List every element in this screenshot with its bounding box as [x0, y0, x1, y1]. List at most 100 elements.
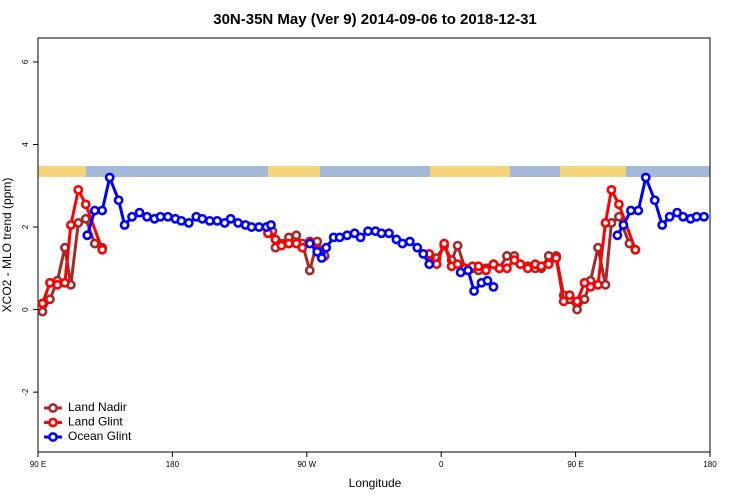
- data-point: [283, 238, 294, 249]
- y-tick-label: 0: [21, 307, 30, 312]
- data-point: [418, 248, 429, 259]
- data-point: [80, 213, 91, 224]
- data-point: [657, 220, 668, 230]
- data-point: [412, 242, 423, 253]
- legend-marker: [48, 403, 58, 413]
- data-point: [334, 232, 345, 243]
- data-point: [452, 240, 463, 251]
- data-point: [225, 213, 236, 224]
- data-point: [469, 286, 479, 296]
- data-point: [600, 218, 611, 228]
- data-point: [52, 279, 63, 290]
- data-point: [431, 259, 442, 270]
- y-tick-label: -2: [21, 388, 30, 396]
- data-point: [699, 211, 709, 222]
- legend-marker: [48, 432, 58, 442]
- legend-label: Ocean Glint: [68, 429, 132, 443]
- data-point: [176, 215, 187, 226]
- data-point: [113, 195, 124, 206]
- data-point: [543, 251, 554, 261]
- data-point: [678, 211, 689, 222]
- y-axis-label: XCO2 - MLO trend (ppm): [0, 178, 14, 313]
- data-point: [89, 205, 100, 216]
- data-point: [97, 244, 108, 255]
- data-point: [355, 232, 366, 243]
- data-point: [664, 211, 675, 222]
- data-point: [473, 261, 484, 272]
- x-tick-label: 90 W: [297, 460, 316, 469]
- x-tick-label: 180: [166, 460, 180, 469]
- ocean-strip: [38, 166, 710, 177]
- data-point: [630, 244, 641, 255]
- data-point: [606, 184, 617, 195]
- data-point: [142, 211, 152, 222]
- x-axis-label: Longitude: [349, 476, 402, 490]
- data-point: [134, 207, 145, 218]
- data-point: [65, 220, 76, 230]
- data-point: [183, 218, 194, 228]
- data-point: [614, 199, 624, 210]
- data-point: [649, 195, 660, 206]
- data-point: [384, 228, 394, 239]
- data-point: [155, 211, 166, 222]
- data-point: [304, 265, 315, 276]
- data-point: [558, 296, 569, 307]
- land-ocean-strip: [38, 166, 710, 177]
- data-point: [363, 226, 373, 237]
- data-point: [204, 215, 215, 226]
- x-tick-label: 90 E: [30, 460, 46, 469]
- data-point: [551, 253, 562, 263]
- data-point: [312, 246, 323, 257]
- data-point: [37, 298, 48, 309]
- legend-label: Land Glint: [68, 415, 123, 429]
- data-point: [97, 205, 108, 216]
- data-point: [482, 275, 493, 286]
- data-point: [127, 211, 137, 222]
- data-point: [439, 238, 450, 249]
- data-point: [612, 230, 623, 241]
- x-tick-label: 90 E: [567, 460, 583, 469]
- data-point: [481, 265, 491, 276]
- data-point: [270, 234, 281, 245]
- data-point: [73, 218, 84, 228]
- data-point: [73, 184, 84, 195]
- data-point: [543, 259, 554, 270]
- data-point: [618, 220, 629, 230]
- data-point: [89, 238, 100, 249]
- data-point: [579, 294, 590, 305]
- data-point: [291, 230, 302, 241]
- chart-title: 30N-35N May (Ver 9) 2014-09-06 to 2018-1…: [213, 11, 537, 28]
- data-point: [593, 279, 603, 290]
- land-strip: [38, 166, 86, 177]
- data-point: [633, 205, 644, 216]
- data-point: [463, 265, 473, 276]
- data-point: [564, 290, 575, 301]
- data-point: [640, 172, 651, 183]
- data-point: [45, 277, 55, 288]
- legend-marker: [48, 417, 58, 428]
- data-point: [691, 211, 702, 222]
- data-point: [321, 242, 332, 253]
- data-point: [45, 294, 55, 305]
- data-point: [572, 296, 582, 307]
- data-point: [342, 230, 353, 241]
- data-point: [82, 230, 93, 241]
- data-point: [593, 242, 603, 253]
- data-point: [119, 220, 130, 230]
- data-point: [104, 172, 115, 183]
- data-point: [424, 259, 435, 270]
- data-point: [397, 238, 408, 249]
- data-point: [312, 236, 323, 247]
- data-point: [488, 281, 499, 292]
- data-point: [452, 259, 463, 270]
- data-point: [502, 251, 512, 261]
- data-point: [585, 281, 596, 292]
- plot-frame: [37, 37, 711, 453]
- data-point: [316, 253, 327, 263]
- land-strip: [268, 166, 320, 177]
- data-point: [163, 211, 173, 222]
- data-point: [37, 306, 48, 317]
- data-point: [600, 279, 611, 290]
- land-strip: [430, 166, 510, 177]
